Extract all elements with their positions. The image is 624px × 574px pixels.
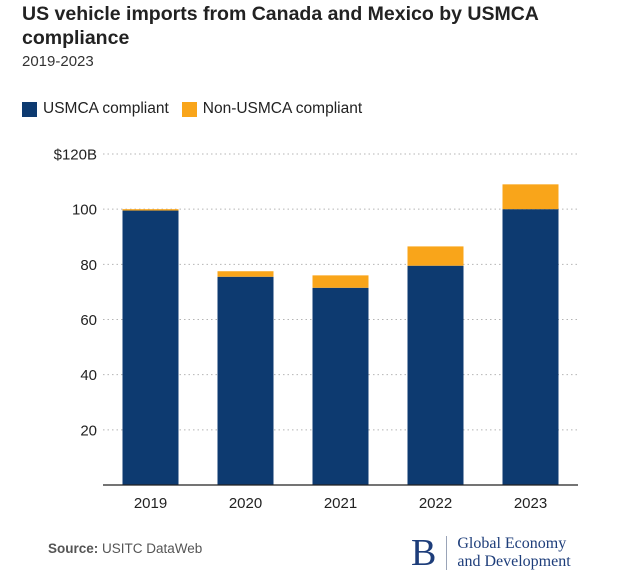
brand-name: Global Economy and Development xyxy=(457,535,570,571)
bar-2021-usmca-compliant xyxy=(312,287,369,485)
bar-2022-usmca-compliant xyxy=(407,265,464,485)
bar-2022-non-usmca-compliant xyxy=(407,246,464,266)
legend-label-usmca-compliant: USMCA compliant xyxy=(43,100,169,117)
x-tick-label-2021: 2021 xyxy=(324,495,357,512)
bar-2023-usmca-compliant xyxy=(502,209,559,485)
source-text: USITC DataWeb xyxy=(102,541,203,556)
stacked-bar-chart: 20 40 60 80 100 $120B 2019 2020 2021 2022 2023 xyxy=(54,147,578,512)
y-tick-label: 40 xyxy=(80,367,97,384)
bars xyxy=(122,184,559,485)
bar-2023-non-usmca-compliant xyxy=(502,184,559,210)
bar-2019-non-usmca-compliant xyxy=(122,209,179,211)
chart-subtitle: 2019-2023 xyxy=(22,53,94,70)
legend-swatch-non-usmca-compliant xyxy=(181,101,197,117)
x-tick-label-2020: 2020 xyxy=(229,495,262,512)
legend-item-usmca-compliant: USMCA compliant xyxy=(22,100,169,118)
source-label: Source: xyxy=(48,541,99,556)
brand-logo-block: B Global Economy and Development xyxy=(411,534,571,572)
x-tick-label-2023: 2023 xyxy=(514,495,547,512)
brand-line-2: and Development xyxy=(457,553,571,570)
y-tick-label: 80 xyxy=(80,257,97,274)
x-tick-label-2022: 2022 xyxy=(419,495,452,512)
brand-divider xyxy=(446,536,448,570)
bar-2020-non-usmca-compliant xyxy=(217,271,274,277)
chart-title: US vehicle imports from Canada and Mexic… xyxy=(22,3,539,49)
bar-2021-non-usmca-compliant xyxy=(312,275,369,288)
brookings-b-logo: B xyxy=(411,532,437,574)
legend-swatch-usmca-compliant xyxy=(22,101,37,117)
legend-item-non-usmca-compliant: Non-USMCA compliant xyxy=(181,100,363,118)
y-tick-label: 60 xyxy=(80,312,97,329)
y-tick-label: 20 xyxy=(80,422,97,439)
brand-line-1: Global Economy xyxy=(457,535,567,552)
y-tick-label: $120B xyxy=(54,147,97,164)
axes: 20 40 60 80 100 $120B 2019 2020 2021 2022 2023 xyxy=(54,147,578,512)
x-tick-label-2019: 2019 xyxy=(134,495,167,512)
source-note: Source: USITC DataWeb xyxy=(48,541,202,556)
bar-2019-usmca-compliant xyxy=(122,210,179,485)
chart-legend: USMCA compliant Non-USMCA compliant xyxy=(22,100,375,118)
y-tick-label: 100 xyxy=(72,202,97,219)
bar-2020-usmca-compliant xyxy=(217,276,274,485)
legend-label-non-usmca-compliant: Non-USMCA compliant xyxy=(202,100,363,117)
